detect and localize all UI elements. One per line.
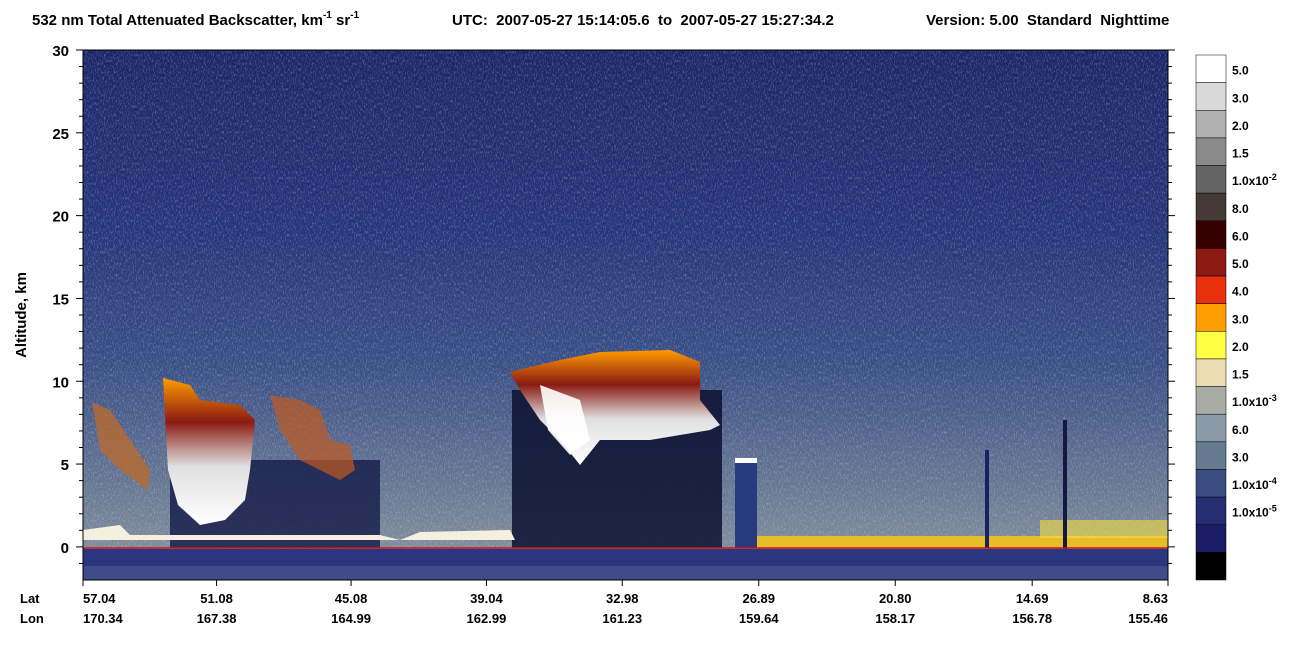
colorbar-swatch	[1195, 110, 1227, 139]
lon-tick-label: 161.23	[602, 611, 642, 626]
colorbar-label-text: 1.0x10	[1232, 395, 1269, 409]
y-axis-label: Altitude, km	[13, 272, 30, 358]
colorbar-label: 6.0	[1232, 423, 1249, 437]
lon-tick-label: 159.64	[739, 611, 780, 626]
colorbar-swatch	[1195, 524, 1227, 553]
x-row-label: Lon	[20, 611, 44, 626]
colorbar-swatch	[1195, 165, 1227, 194]
colorbar-swatch	[1195, 386, 1227, 415]
colorbar-label: 5.0	[1232, 257, 1249, 271]
y-tick-label: 10	[52, 374, 69, 391]
x-tick-label: 51.08	[200, 591, 233, 606]
colorbar-label-exponent: -4	[1269, 476, 1277, 486]
x-tick-label: 39.04	[470, 591, 503, 606]
colorbar-swatch	[1195, 469, 1227, 498]
colorbar-label: 1.0x10-2	[1232, 172, 1277, 188]
colorbar-label: 2.0	[1232, 340, 1249, 354]
y-tick-label: 0	[61, 540, 69, 557]
colorbar-swatch	[1195, 275, 1227, 304]
chart-subtitle: UTC: 2007-05-27 15:14:05.6 to 2007-05-27…	[452, 12, 834, 29]
colorbar-swatch	[1195, 552, 1227, 581]
x-tick-label: 45.08	[335, 591, 368, 606]
colorbar-label: 1.0x10-3	[1232, 393, 1277, 409]
y-tick-label: 25	[52, 126, 69, 143]
colorbar-label-text: 1.0x10	[1232, 174, 1269, 188]
colorbar-label-text: 1.0x10	[1232, 506, 1269, 520]
colorbar-swatch	[1195, 137, 1227, 166]
colorbar-label: 3.0	[1232, 312, 1249, 326]
colorbar-label: 2.0	[1232, 119, 1249, 133]
lon-tick-label: 170.34	[83, 611, 124, 626]
colorbar-label: 1.5	[1232, 368, 1249, 382]
y-tick-label: 5	[61, 457, 69, 474]
colorbar-swatch	[1195, 248, 1227, 277]
colorbar-label: 3.0	[1232, 450, 1249, 464]
colorbar-label-exponent: -5	[1269, 504, 1277, 514]
colorbar-swatch	[1195, 303, 1227, 332]
colorbar-swatch	[1195, 413, 1227, 443]
y-tick-label: 15	[52, 291, 69, 308]
chart-title: 532 nm Total Attenuated Backscatter, km-…	[32, 10, 360, 29]
lon-tick-label: 164.99	[331, 611, 371, 626]
colorbar-label-text: 1.0x10	[1232, 478, 1269, 492]
colorbar-label: 1.0x10-4	[1232, 476, 1277, 492]
colorbar-label-exponent: -3	[1269, 393, 1277, 403]
lon-tick-label: 156.78	[1012, 611, 1052, 626]
colorbar-swatch	[1195, 192, 1227, 222]
colorbar-swatch	[1195, 358, 1227, 387]
version-label: Version: 5.00 Standard Nighttime	[926, 12, 1169, 29]
colorbar-swatch	[1195, 496, 1227, 525]
x-tick-label: 57.04	[83, 591, 116, 606]
lon-tick-label: 155.46	[1128, 611, 1168, 626]
lon-tick-label: 162.99	[467, 611, 507, 626]
x-tick-label: 14.69	[1016, 591, 1049, 606]
colorbar-label: 3.0	[1232, 91, 1249, 105]
y-tick-label: 20	[52, 209, 69, 226]
x-tick-label: 32.98	[606, 591, 639, 606]
colorbar-label: 1.5	[1232, 147, 1249, 161]
colorbar-swatch	[1195, 331, 1227, 360]
x-tick-label: 20.80	[879, 591, 912, 606]
colorbar-label-exponent: -2	[1269, 172, 1277, 182]
backscatter-image	[83, 50, 1168, 580]
colorbar-label: 1.0x10-5	[1232, 504, 1277, 520]
colorbar-label: 4.0	[1232, 285, 1249, 299]
y-tick-label: 30	[52, 43, 69, 60]
x-tick-label: 8.63	[1143, 591, 1168, 606]
lon-tick-label: 167.38	[197, 611, 237, 626]
x-tick-label: 26.89	[742, 591, 775, 606]
colorbar-swatch	[1195, 220, 1227, 249]
colorbar-label: 6.0	[1232, 229, 1249, 243]
lon-tick-label: 158.17	[875, 611, 915, 626]
colorbar-swatch	[1195, 54, 1227, 83]
colorbar-swatch	[1195, 82, 1227, 111]
colorbar-swatch	[1195, 441, 1227, 470]
x-row-label: Lat	[20, 591, 40, 606]
colorbar-label: 8.0	[1232, 202, 1249, 216]
colorbar-label: 5.0	[1232, 64, 1249, 78]
